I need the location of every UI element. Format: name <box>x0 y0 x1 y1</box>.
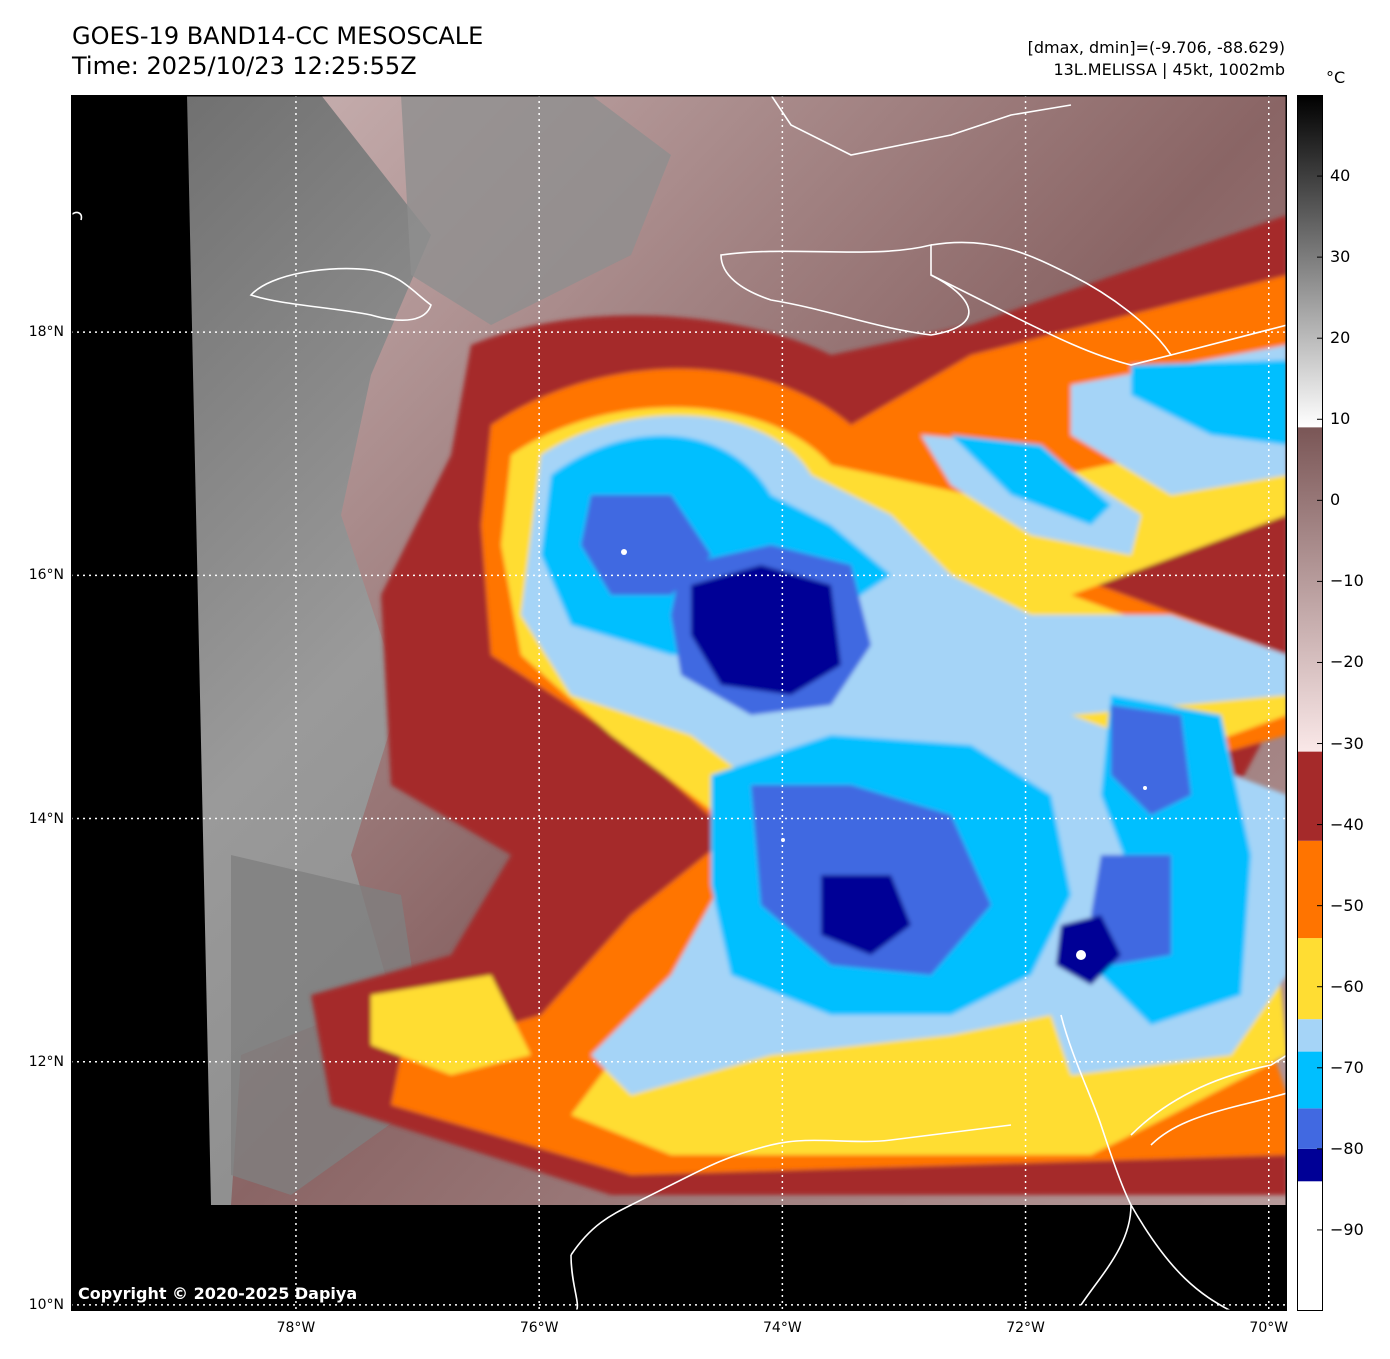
colorbar-tick-label: 40 <box>1330 166 1351 186</box>
colorbar-gray-segment <box>1297 95 1323 428</box>
colorbar-unit: °C <box>1326 68 1346 87</box>
colorbar-tick-label: 20 <box>1330 328 1351 348</box>
colorbar-tick-label: −90 <box>1330 1219 1364 1239</box>
storm-info: 13L.MELISSA | 45kt, 1002mb <box>1053 60 1285 79</box>
colorbar-tick-label: −20 <box>1330 652 1364 672</box>
colorbar-tick-label: −50 <box>1330 895 1364 915</box>
dmax-dmin-readout: [dmax, dmin]=(-9.706, -88.629) <box>1027 38 1285 57</box>
longitude-label: 72°W <box>1006 1320 1045 1336</box>
longitude-label: 70°W <box>1249 1320 1289 1336</box>
latitude-label: 16°N <box>28 567 64 584</box>
colorbar-tick-label: −60 <box>1330 976 1364 996</box>
latitude-label: 18°N <box>28 324 64 341</box>
coastlines <box>71 95 1287 1311</box>
latitude-label: 14°N <box>28 810 64 827</box>
colorbar-tick-label: 30 <box>1330 247 1351 267</box>
colorbar-tick-label: −40 <box>1330 814 1364 834</box>
longitude-label: 78°W <box>276 1320 316 1336</box>
colorbar-band-0 <box>1297 1181 1323 1311</box>
satellite-map <box>71 95 1287 1311</box>
colorbar-band-2 <box>1297 1108 1323 1149</box>
colorbar-band-1 <box>1297 1148 1323 1182</box>
colorbar-tick-label: −70 <box>1330 1057 1364 1077</box>
cold-cloud-bands <box>311 215 1287 1195</box>
graticule <box>71 95 1287 1311</box>
product-title: GOES-19 BAND14-CC MESOSCALE <box>72 22 484 50</box>
copyright-notice: Copyright © 2020-2025 Dapiya <box>78 1284 358 1303</box>
colorbar-tick-label: −80 <box>1330 1138 1364 1158</box>
latitude-label: 10°N <box>28 1296 64 1313</box>
latitude-label: 12°N <box>28 1053 64 1070</box>
colorbar <box>1297 95 1323 1311</box>
longitude-label: 74°W <box>763 1320 802 1336</box>
colorbar-band-4 <box>1297 1019 1323 1052</box>
colorbar-tick-label: −30 <box>1330 733 1364 753</box>
colorbar-band-6 <box>1297 840 1323 939</box>
colorbar-tick-label: −10 <box>1330 571 1364 591</box>
colorbar-tick-label: 10 <box>1330 409 1351 429</box>
colorbar-band-7 <box>1297 751 1323 841</box>
colorbar-band-5 <box>1297 938 1323 1020</box>
timestamp: Time: 2025/10/23 12:25:55Z <box>72 52 417 80</box>
colorbar-tick-label: 0 <box>1330 490 1341 510</box>
colorbar-pink-segment <box>1297 427 1323 752</box>
map-frame <box>71 95 1287 1311</box>
colorbar-band-3 <box>1297 1051 1323 1109</box>
longitude-label: 76°W <box>519 1320 559 1336</box>
